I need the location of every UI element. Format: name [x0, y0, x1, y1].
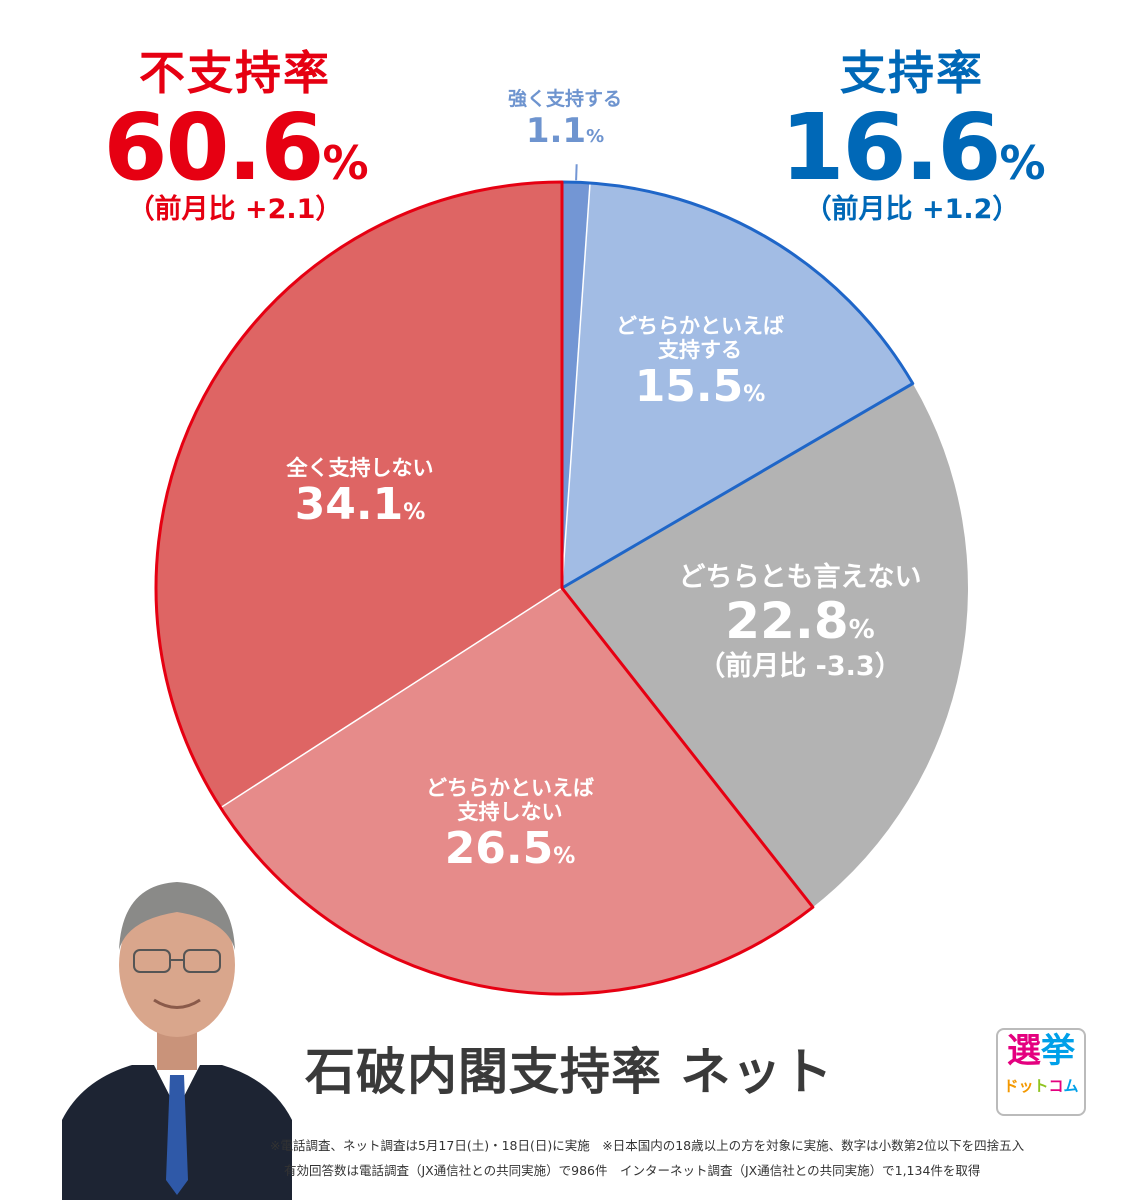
slice-label-lean-disapprove: どちらかといえば 支持しない 26.5%: [400, 776, 620, 875]
approval-change: （前月比 +1.2）: [804, 194, 1020, 225]
slice-change: （前月比 -3.3）: [698, 650, 902, 682]
logo-line1: 選挙: [1007, 1031, 1075, 1071]
approval-value-row: 16.6%: [772, 102, 1052, 194]
strong-support-leader-line: [575, 164, 578, 181]
slice-label-neutral: どちらとも言えない 22.8% （前月比 -3.3）: [650, 562, 950, 682]
logo-line2: ドットコム: [1003, 1077, 1079, 1095]
slice-value-row: 26.5%: [400, 823, 620, 875]
disapproval-label: 不支持率: [139, 46, 331, 100]
approval-group-outline: [560, 180, 915, 590]
slice-name-line1: どちらかといえば: [616, 314, 784, 338]
slice-label-strong-support: 強く支持する 1.1%: [480, 88, 650, 152]
footnote-line1: ※電話調査、ネット調査は5月17日(土)・18日(日)に実施 ※日本国内の18歳…: [270, 1138, 1025, 1153]
prime-minister-portrait: [62, 882, 292, 1200]
slice-value: 26.5: [444, 823, 554, 875]
slice-separator-1: [561, 182, 591, 589]
slice-label-lean-support: どちらかといえば 支持する 15.5%: [590, 314, 810, 413]
pie-slice-2: [562, 383, 968, 908]
slice-label-strong-disapprove: 全く支持しない 34.1%: [250, 456, 470, 531]
slice-separator-4: [220, 587, 563, 809]
pie-slice-3: [220, 588, 813, 994]
disapproval-unit: %: [322, 136, 368, 190]
slice-name: どちらとも言えない: [678, 562, 922, 593]
approval-summary: 支持率 16.6% （前月比 +1.2）: [772, 50, 1052, 223]
slice-value-row: 15.5%: [590, 361, 810, 413]
pie-slice-4: [156, 182, 562, 808]
slice-value: 22.8: [725, 592, 849, 651]
slice-unit: %: [586, 125, 605, 147]
chart-title: 石破内閣支持率 ネット: [305, 1043, 834, 1101]
slice-name: 強く支持する: [507, 88, 622, 110]
approval-value: 16.6: [780, 94, 1001, 201]
slice-unit: %: [553, 844, 576, 870]
slice-name-line2: 支持しない: [457, 800, 563, 825]
approval-unit: %: [999, 136, 1045, 190]
slice-value: 15.5: [634, 361, 744, 413]
slice-value-row: 22.8%: [650, 592, 950, 651]
slice-name-line1: どちらかといえば: [426, 776, 594, 800]
slice-unit: %: [848, 615, 875, 646]
disapproval-summary: 不支持率 60.6% （前月比 +2.1）: [95, 50, 375, 223]
approval-label: 支持率: [840, 46, 984, 100]
senkyo-dotcom-logo: 選挙 ドットコム: [996, 1028, 1086, 1116]
slice-unit: %: [743, 382, 766, 408]
footnote-line2: 有効回答数は電話調査（JX通信社との共同実施）で986件 インターネット調査（J…: [284, 1163, 981, 1178]
slice-name: 全く支持しない: [286, 456, 434, 480]
slice-value: 34.1: [294, 479, 404, 531]
slice-value-row: 34.1%: [250, 479, 470, 531]
slice-value-row: 1.1%: [480, 111, 650, 152]
slice-value: 1.1: [525, 110, 587, 151]
disapproval-group-outline: [154, 180, 815, 996]
disapproval-change: （前月比 +2.1）: [127, 194, 343, 225]
slice-unit: %: [403, 500, 426, 526]
disapproval-value: 60.6: [103, 94, 324, 201]
disapproval-value-row: 60.6%: [95, 102, 375, 194]
pie-slice-1: [562, 182, 913, 588]
slice-name-line2: 支持する: [658, 338, 742, 363]
